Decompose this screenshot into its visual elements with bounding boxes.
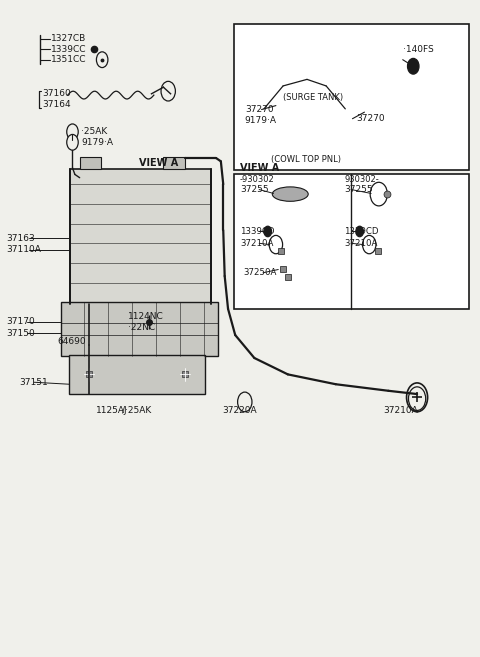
Text: 37270: 37270: [245, 105, 274, 114]
Text: (SURGE TANK): (SURGE TANK): [283, 93, 343, 102]
Circle shape: [407, 383, 428, 412]
Text: 1339CC: 1339CC: [50, 45, 86, 54]
Bar: [60, 302, 218, 356]
Bar: [80, 158, 101, 170]
Text: 37160: 37160: [42, 89, 71, 99]
Bar: [69, 355, 204, 394]
Text: 1327CB: 1327CB: [50, 34, 86, 43]
Text: 37220A: 37220A: [222, 406, 256, 415]
Text: /·25AK: /·25AK: [122, 406, 151, 415]
Text: 37150: 37150: [6, 328, 35, 338]
Text: 37110A: 37110A: [6, 245, 41, 254]
Circle shape: [264, 226, 272, 237]
Ellipse shape: [272, 187, 308, 201]
Text: 37270: 37270: [356, 114, 384, 124]
Circle shape: [269, 235, 283, 254]
Text: 9179·A: 9179·A: [81, 138, 113, 147]
Circle shape: [370, 182, 387, 206]
Text: 37210A: 37210A: [384, 406, 419, 415]
Circle shape: [67, 124, 78, 140]
Text: 37164: 37164: [42, 101, 71, 110]
Text: 37250A: 37250A: [244, 268, 277, 277]
Text: 37255: 37255: [344, 185, 373, 194]
Text: ·22NC: ·22NC: [128, 323, 155, 332]
Text: 9179·A: 9179·A: [245, 116, 277, 125]
Circle shape: [67, 135, 78, 150]
Circle shape: [161, 81, 175, 101]
Text: VIEW A: VIEW A: [140, 158, 179, 168]
Bar: [163, 158, 185, 170]
Text: 37255: 37255: [240, 185, 269, 194]
Circle shape: [238, 392, 252, 412]
Text: ·25AK: ·25AK: [81, 127, 108, 136]
Text: 37151: 37151: [19, 378, 48, 387]
Text: 37210A: 37210A: [240, 238, 274, 248]
Text: 1125AJ: 1125AJ: [96, 406, 127, 415]
Circle shape: [408, 387, 426, 411]
Text: (COWL TOP PNL): (COWL TOP PNL): [271, 155, 341, 164]
Text: 930302-: 930302-: [344, 175, 379, 183]
Circle shape: [96, 52, 108, 68]
Text: 1351CC: 1351CC: [50, 55, 86, 64]
Text: 37210A: 37210A: [344, 238, 378, 248]
Text: 1339CD: 1339CD: [344, 227, 379, 236]
Circle shape: [362, 235, 376, 254]
Text: VIFW A: VIFW A: [240, 163, 279, 173]
Text: 64690: 64690: [57, 337, 86, 346]
Bar: [70, 170, 211, 304]
Text: 37170: 37170: [6, 317, 35, 327]
Text: ·140FS: ·140FS: [403, 45, 433, 55]
Bar: [234, 24, 469, 170]
Circle shape: [356, 226, 363, 237]
Text: 1339CD: 1339CD: [240, 227, 275, 236]
Text: 37163: 37163: [6, 233, 35, 242]
Bar: [234, 174, 469, 309]
Text: 1124NC: 1124NC: [128, 312, 163, 321]
Circle shape: [408, 58, 419, 74]
Text: -930302: -930302: [240, 175, 275, 183]
